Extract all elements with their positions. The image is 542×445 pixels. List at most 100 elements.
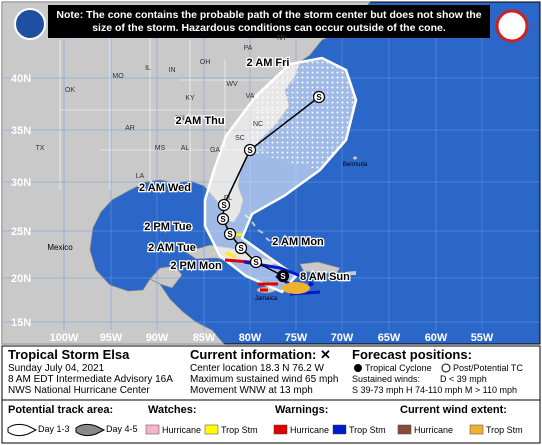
place-label: OK <box>65 87 75 94</box>
place-label: VA <box>246 93 255 100</box>
note-box <box>48 5 490 38</box>
lon-label: 75W <box>285 332 308 344</box>
noaa-logo <box>14 8 46 40</box>
forecast-point <box>217 198 231 212</box>
wind-extent <box>282 282 310 294</box>
legend-text: Forecast positions: <box>352 347 472 362</box>
place-label: WV <box>226 81 238 88</box>
bermuda <box>353 156 357 160</box>
place-label: KY <box>185 95 195 102</box>
place-label: AR <box>125 125 135 132</box>
place-label: IN <box>169 67 176 74</box>
hispaniola <box>299 261 341 275</box>
forecast-time-label: 2 PM Mon <box>170 260 222 272</box>
place-label: IL <box>145 65 151 72</box>
legend-text: D < 39 mph <box>440 374 487 384</box>
legend-text: Trop Stm <box>221 425 258 435</box>
point-letter: S <box>253 258 259 267</box>
point-letter: S <box>220 215 226 224</box>
legend-ptc-dot <box>441 363 451 373</box>
lon-label: 60W <box>425 332 448 344</box>
place-label: GA <box>210 147 220 154</box>
place-label: Jamaica <box>255 296 278 302</box>
forecast-time-label: 2 AM Fri <box>247 57 290 69</box>
legend-text: NWS National Hurricane Center <box>8 385 150 396</box>
place-label: NY <box>277 35 287 42</box>
map-labels: 40N 35N 30N 25N 20N 15N 100W 95W 90W 85W 80W 75W 70W… <box>11 35 494 344</box>
forecast-point <box>249 255 263 269</box>
point-letter: S <box>280 272 286 281</box>
forecast-time-label: 2 PM Tue <box>144 221 191 233</box>
forecast-time-label: 2 AM Wed <box>139 182 191 194</box>
state-lines <box>59 30 295 190</box>
place-label: FL <box>224 195 232 202</box>
place-label: NC <box>253 121 263 128</box>
place-label: MS <box>155 145 166 152</box>
legend-tc-dot <box>354 364 362 372</box>
place-label: Cuba <box>203 264 218 270</box>
legend-text: Hurricane <box>414 425 453 435</box>
legend-text: Sustained winds: <box>352 374 420 384</box>
forecast-point <box>223 227 237 241</box>
legend-text: Watches: <box>148 404 197 416</box>
forecast-point <box>216 212 230 226</box>
puerto-rico <box>345 271 356 275</box>
legend-text: Day 1-3 <box>38 424 70 434</box>
swatch-ts-wind <box>469 424 484 435</box>
lon-label: 85W <box>193 332 216 344</box>
point-letter: S <box>221 201 227 210</box>
forecast-point <box>234 241 248 255</box>
lat-label: 25N <box>11 226 31 238</box>
legend-text: Current information: ✕ <box>190 347 331 362</box>
lat-label: 15N <box>11 317 31 329</box>
forecast-time-label: 8 AM Sun <box>300 271 350 283</box>
place-label: TX <box>36 145 45 152</box>
legend-text: 8 AM EDT Intermediate Advisory 16A <box>8 374 173 385</box>
lat-label: 30N <box>11 177 31 189</box>
place-label: SC <box>235 135 245 142</box>
swatch-ts-watch <box>204 424 219 435</box>
swatch-hurricane-wind <box>397 424 412 435</box>
point-letter: S <box>316 93 322 102</box>
swatch-hurricane-warning <box>273 424 288 435</box>
legend-text: Tropical Storm Elsa <box>8 347 130 362</box>
legend-text: Potential track area: <box>8 404 113 416</box>
legend-text: Tropical Cyclone <box>365 363 432 373</box>
place-label: PA <box>244 45 253 52</box>
forecast-time-label: 2 AM Mon <box>272 236 324 248</box>
swatch-hurricane-watch <box>145 424 160 435</box>
lat-label: 40N <box>11 73 31 85</box>
place-label: LA <box>136 173 145 180</box>
legend-text: Warnings: <box>275 404 328 416</box>
forecast-point <box>312 90 326 104</box>
legend-text: Trop Stm <box>349 425 386 435</box>
lon-label: 65W <box>378 332 401 344</box>
cone-day4-5 <box>248 58 356 170</box>
legend-text: Maximum sustained wind 65 mph <box>190 374 338 385</box>
swatch-day13 <box>7 423 38 437</box>
legend-text: Center location 18.3 N 76.2 W <box>190 363 325 374</box>
point-letter: S <box>227 230 233 239</box>
legend-text: Day 4-5 <box>106 424 138 434</box>
place-label: AL <box>181 145 190 152</box>
legend-text: Movement WNW at 13 mph <box>190 385 313 396</box>
legend-text: Sunday July 04, 2021 <box>8 363 105 374</box>
place-label: MO <box>112 73 124 80</box>
legend-text: Post/Potential TC <box>453 363 523 373</box>
place-label: TN <box>175 115 184 122</box>
forecast-track: S 2 AM Fri S 2 AM Thu S 2 AM Wed S 2 PM Tue S 2 A… <box>138 56 352 285</box>
forecast-time-label: 2 AM Thu <box>175 115 224 127</box>
lon-label: 80W <box>239 332 262 344</box>
lon-label: 70W <box>331 332 354 344</box>
legend-text: Current wind extent: <box>400 404 507 416</box>
legend-text: Trop Stm <box>486 425 523 435</box>
forecast-point <box>276 269 290 283</box>
legend-text: Hurricane <box>290 425 329 435</box>
legend-text: S 39-73 mph H 74-110 mph M > 110 mph <box>352 385 517 395</box>
place-label: OH <box>200 59 211 66</box>
nws-logo <box>495 9 529 43</box>
yucatan <box>149 265 183 289</box>
